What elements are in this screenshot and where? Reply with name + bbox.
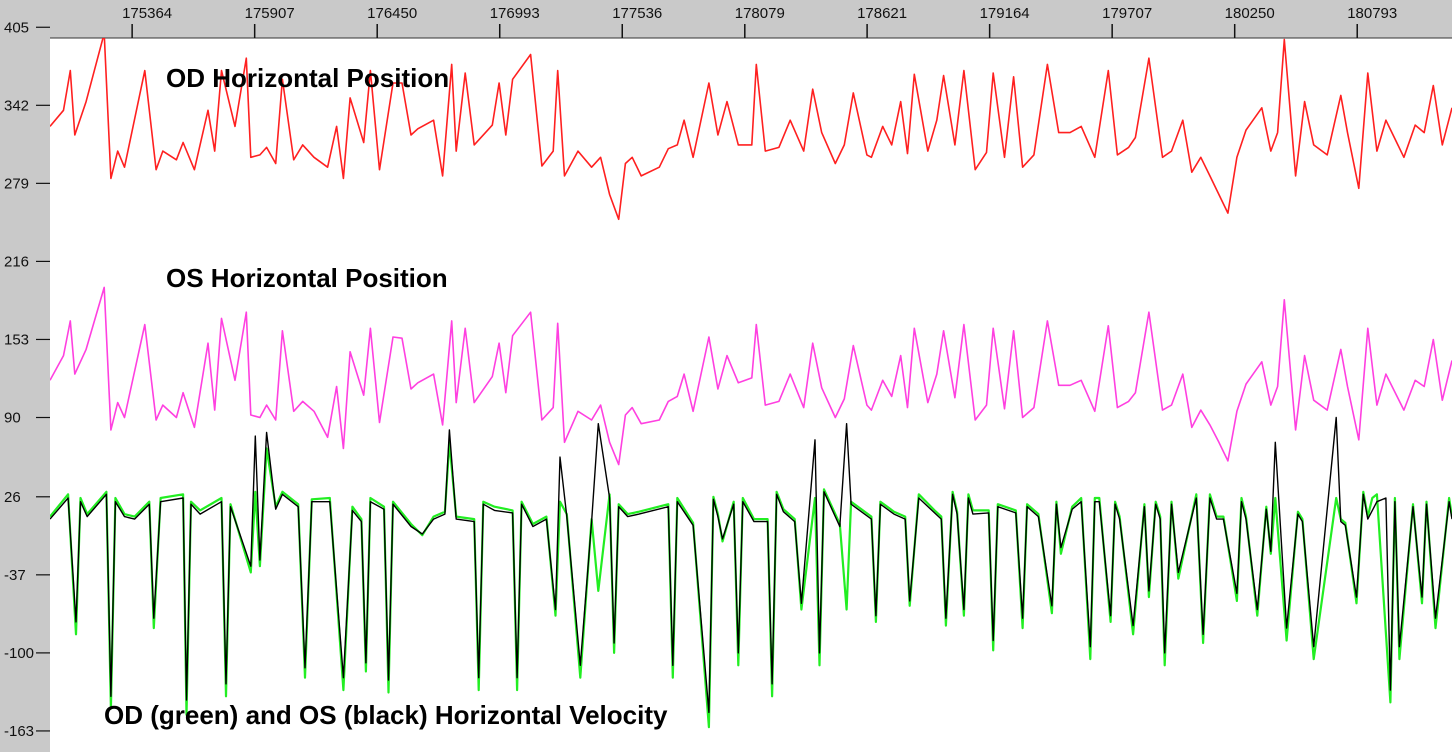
y-tick-label: 216 [4, 253, 29, 270]
x-tick-label: 177536 [612, 5, 662, 22]
y-tick-label: -100 [4, 645, 34, 662]
velocity-title: OD (green) and OS (black) Horizontal Vel… [104, 700, 668, 730]
x-tick-label: 179707 [1102, 5, 1152, 22]
os-position-title: OS Horizontal Position [166, 263, 448, 293]
x-tick-label: 178621 [857, 5, 907, 22]
y-tick-label: -163 [4, 723, 34, 740]
series-od-position [50, 38, 1452, 221]
y-axis: 405 342 279 216 153 90 26 -37 -100 -163 [4, 19, 50, 740]
y-tick-label: 342 [4, 97, 29, 114]
x-tick-label: 175907 [245, 5, 295, 22]
y-tick-label: -37 [4, 567, 26, 584]
plot-area [50, 38, 1452, 752]
x-tick-label: 180793 [1347, 5, 1397, 22]
y-tick-label: 26 [4, 489, 21, 506]
y-tick-label: 90 [4, 410, 21, 427]
x-tick-label: 179164 [980, 5, 1030, 22]
x-tick-label: 176450 [367, 5, 417, 22]
series-os-position [50, 286, 1452, 466]
od-position-title: OD Horizontal Position [166, 63, 449, 93]
x-tick-label: 178079 [735, 5, 785, 22]
series-layer [50, 38, 1452, 729]
series-os-velocity [50, 416, 1452, 714]
y-tick-label: 153 [4, 331, 29, 348]
y-tick-label: 279 [4, 175, 29, 192]
x-axis: 175364 175907 176450 176993 177536 178079 1786… [50, 5, 1452, 39]
x-tick-label: 175364 [122, 5, 172, 22]
x-tick-label: 180250 [1225, 5, 1275, 22]
x-tick-label: 176993 [490, 5, 540, 22]
y-tick-label: 405 [4, 19, 29, 36]
